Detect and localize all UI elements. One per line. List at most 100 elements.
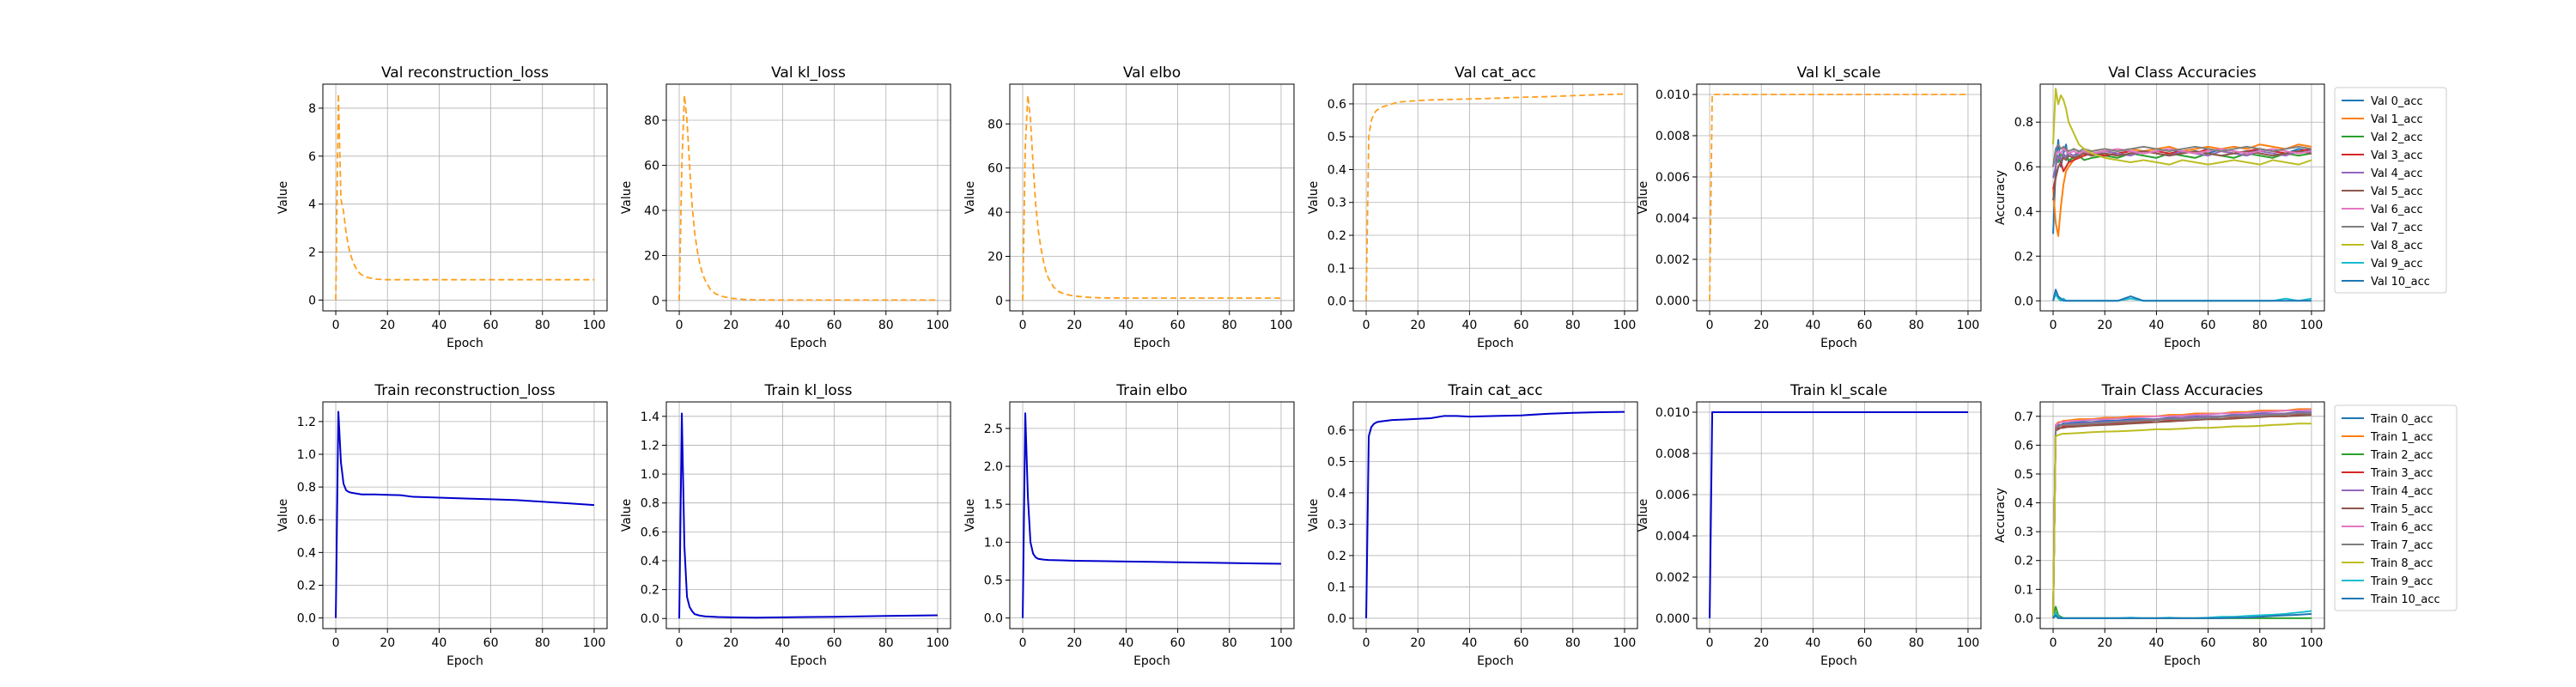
legend-entry: Train 5_acc: [2370, 503, 2433, 516]
x-tick-label: 0: [2050, 319, 2057, 332]
legend-entry: Val 1_acc: [2371, 113, 2423, 126]
y-axis-label: Value: [276, 499, 290, 532]
y-tick-label: 40: [987, 206, 1003, 220]
axes-frame: [2039, 83, 2325, 312]
x-tick-label: 20: [723, 636, 738, 650]
y-tick-label: 0.4: [2014, 497, 2033, 511]
y-tick-label: 0.000: [1656, 612, 1690, 626]
chart-panel-7: 0 20 40 60 80 100 0.0 0.2 0.4 0.6 0.8 1.0 1.2 Train r…: [276, 382, 608, 668]
axes-frame: [1696, 401, 1982, 629]
x-tick-label: 20: [1753, 319, 1769, 332]
series-line-1: [678, 94, 938, 301]
series-line-train-6_acc: [2052, 409, 2312, 618]
y-tick-label: 0.0: [641, 612, 659, 626]
y-tick-label: 0: [995, 295, 1003, 308]
x-axis-label: Epoch: [1477, 337, 1514, 350]
y-tick-label: 0.3: [2014, 526, 2033, 539]
x-tick-label: 60: [827, 319, 842, 332]
legend-entry: Val 8_acc: [2371, 240, 2423, 252]
x-axis-label: Epoch: [1133, 337, 1170, 350]
axes-frame: [1352, 401, 1638, 629]
y-tick-label: 0.0: [1327, 612, 1346, 626]
chart-panel-6: 0 20 40 60 80 100 0.0 0.2 0.4 0.6 0.8 Val Class Acc…: [1994, 64, 2447, 350]
x-tick-label: 100: [583, 319, 606, 332]
legend-entry: Val 4_acc: [2371, 167, 2423, 180]
y-tick-label: 0.5: [1327, 131, 1346, 144]
x-axis-label: Epoch: [1820, 654, 1857, 668]
y-tick-label: 0.3: [1327, 197, 1346, 210]
x-axis-label: Epoch: [1820, 337, 1857, 350]
chart-title: Val elbo: [1123, 64, 1181, 82]
x-tick-label: 100: [2300, 636, 2324, 650]
y-tick-label: 1.0: [297, 448, 316, 462]
x-tick-label: 0: [332, 636, 340, 650]
chart-panel-3: 0 20 40 60 80 100 0 20 40 60 80 Val elbo Epoch Value: [963, 64, 1295, 350]
x-tick-label: 80: [878, 319, 894, 332]
x-tick-label: 80: [535, 636, 550, 650]
x-tick-label: 40: [1461, 319, 1477, 332]
y-tick-label: 80: [987, 118, 1003, 131]
series-line-val-7_acc: [2052, 143, 2312, 167]
chart-title: Val cat_acc: [1455, 64, 1536, 82]
chart-title: Train cat_acc: [1447, 382, 1542, 399]
y-axis-label: Value: [1307, 181, 1321, 214]
axes-frame: [1352, 83, 1638, 312]
x-tick-label: 0: [2050, 636, 2057, 650]
x-tick-label: 0: [676, 319, 683, 332]
y-tick-label: 2.0: [984, 460, 1003, 474]
y-tick-label: 0.0: [297, 612, 316, 626]
chart-title: Val kl_scale: [1797, 64, 1881, 82]
x-tick-label: 20: [1753, 636, 1769, 650]
y-tick-label: 0.006: [1656, 171, 1690, 185]
x-tick-label: 80: [1222, 636, 1237, 650]
chart-panel-12: 0 20 40 60 80 100 0.0 0.1 0.2 0.3 0.4 0.5 0.6 0.7 Trai…: [1994, 382, 2458, 668]
x-tick-label: 60: [483, 636, 499, 650]
y-tick-label: 0.7: [2014, 410, 2033, 424]
y-tick-label: 0.1: [1327, 581, 1346, 594]
legend-entry: Train 0_acc: [2370, 413, 2433, 426]
y-tick-label: 0.6: [2014, 439, 2033, 453]
x-tick-label: 40: [431, 319, 447, 332]
series-line-1: [1709, 411, 1968, 619]
y-tick-label: 0.4: [2014, 205, 2033, 219]
y-tick-label: 0.1: [1327, 262, 1346, 276]
y-tick-label: 1.2: [641, 439, 659, 453]
y-tick-label: 0.008: [1656, 130, 1690, 143]
y-tick-label: 0.6: [641, 526, 659, 539]
x-tick-label: 20: [1410, 319, 1425, 332]
series-line-1: [1365, 93, 1625, 301]
x-tick-label: 40: [1805, 319, 1820, 332]
x-tick-label: 40: [1118, 319, 1133, 332]
y-tick-label: 8: [308, 102, 316, 116]
x-tick-label: 0: [1363, 636, 1370, 650]
y-axis-label: Accuracy: [1994, 170, 2008, 225]
x-tick-label: 100: [1270, 319, 1293, 332]
chart-panel-11: 0 20 40 60 80 100 0.000 0.002 0.004 0.006 0.008 0.0…: [1637, 382, 1982, 668]
chart-title: Train reconstruction_loss: [374, 382, 555, 399]
x-tick-label: 40: [775, 319, 790, 332]
x-axis-label: Epoch: [2164, 654, 2201, 668]
series-line-1: [335, 93, 594, 301]
chart-panel-8: 0 20 40 60 80 100 0.0 0.2 0.4 0.6 0.8 1.0 1.2 1.4 Trai…: [620, 382, 951, 668]
y-tick-label: 0.2: [641, 584, 659, 598]
y-tick-label: 0.4: [1327, 163, 1346, 177]
axes-frame: [665, 401, 951, 629]
y-tick-label: 0.2: [1327, 229, 1346, 243]
x-tick-label: 100: [927, 319, 950, 332]
x-tick-label: 60: [1857, 319, 1873, 332]
chart-title: Train kl_loss: [763, 382, 852, 399]
x-tick-label: 80: [535, 319, 550, 332]
series-line-train-10_acc: [2052, 612, 2312, 619]
axes-frame: [1696, 83, 1982, 312]
x-axis-label: Epoch: [447, 654, 483, 668]
series-line-1: [1365, 410, 1625, 618]
y-axis-label: Value: [1307, 499, 1321, 532]
series-line-val-1_acc: [2052, 143, 2312, 237]
x-tick-label: 60: [2201, 319, 2216, 332]
chart-title: Train kl_scale: [1789, 382, 1887, 399]
x-axis-label: Epoch: [790, 337, 827, 350]
axes-frame: [2039, 401, 2325, 629]
x-axis-label: Epoch: [447, 337, 483, 350]
legend-entry: Train 10_acc: [2370, 593, 2440, 606]
